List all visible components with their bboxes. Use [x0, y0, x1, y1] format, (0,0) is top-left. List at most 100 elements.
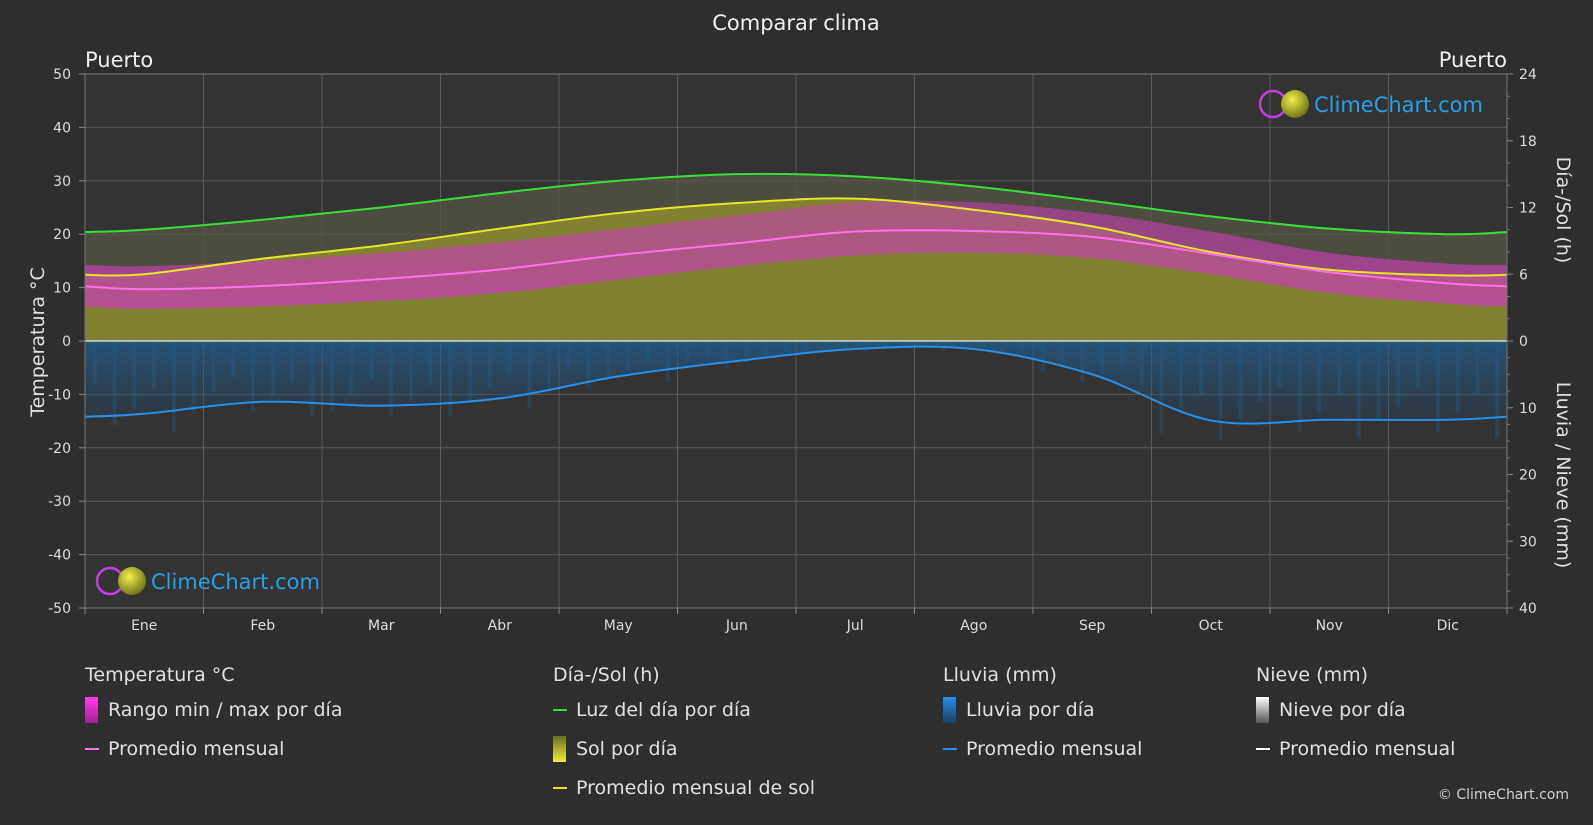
climate-chart: Comparar clima Puerto Puerto 50 40 30 20 10 0… [27, 11, 1574, 634]
rain-day-bar [1455, 341, 1460, 414]
copyright: © ClimeChart.com [1437, 787, 1569, 803]
brand-logo-bottom: ClimeChart.com [95, 566, 320, 596]
left-tick-label: -20 [48, 441, 71, 457]
rain-day-bar [784, 341, 789, 354]
month-label: Oct [1199, 618, 1224, 634]
rain-day-bar [1297, 341, 1302, 433]
rain-day-bar [191, 341, 196, 414]
legend-snow-avg: Promedio mensual [1256, 730, 1455, 768]
month-label: Nov [1316, 618, 1343, 634]
left-axis-label: Temperatura °C [27, 267, 49, 418]
right-precip-tick-label: 30 [1519, 534, 1537, 550]
brand-globe-icon [1281, 90, 1309, 118]
rain-day-bar [764, 341, 769, 358]
rain-day-bar [547, 341, 552, 394]
legend: Temperatura °C Rango min / max por día P… [0, 664, 1593, 804]
legend-snow-avg-label: Promedio mensual [1279, 738, 1456, 760]
sunshine-area [85, 198, 1507, 341]
legend-temp-avg: Promedio mensual [85, 730, 342, 768]
sunshine-swatch [553, 736, 566, 762]
rain-day-bar [724, 341, 729, 368]
rain-day-bar [290, 341, 295, 383]
month-label: Jul [846, 618, 864, 634]
left-tick-label: 40 [53, 120, 71, 136]
rain-day-bar [369, 341, 374, 380]
rain-day-bar [843, 341, 848, 348]
rain-day-bar [487, 341, 492, 390]
rain-day-bar [329, 341, 334, 411]
rain-day-bar [527, 341, 532, 408]
month-label: Feb [250, 618, 275, 634]
rain-day-bar [1119, 341, 1124, 367]
rain-day-bar [863, 341, 868, 352]
temp-range-band [85, 200, 1507, 309]
left-tick-label: 20 [53, 227, 71, 243]
left-tick-label: -50 [48, 601, 71, 617]
rain-day-bar [744, 341, 749, 363]
rain-day-bar [448, 341, 453, 417]
rain-day-bar [428, 341, 433, 386]
legend-snow-head: Nieve (mm) [1256, 664, 1368, 686]
rain-day-bar [1317, 341, 1322, 414]
rain-day-bar [1495, 341, 1500, 439]
rain-day-bar [1001, 341, 1006, 352]
left-tick-label: 50 [53, 67, 71, 83]
rain-day-bar [1060, 341, 1065, 364]
legend-temp-range-label: Rango min / max por día [108, 699, 343, 721]
legend-sunshine-avg-label: Promedio mensual de sol [576, 777, 816, 799]
rain-day-bar [211, 341, 216, 393]
rain-day-bar [1218, 341, 1223, 440]
rain-day-bar [586, 341, 591, 388]
legend-temp-head: Temperatura °C [85, 664, 235, 686]
legend-rain: Lluvia (mm) Lluvia por día Promedio mens… [943, 664, 1142, 768]
brand-text-bottom: ClimeChart.com [151, 570, 320, 594]
location-right: Puerto [1439, 48, 1507, 72]
data-marks [84, 172, 1508, 440]
rain-day-bar [132, 341, 137, 408]
rain-day-bar [1396, 341, 1401, 408]
temp-avg-swatch [85, 748, 99, 750]
rain-day-bar [961, 341, 966, 350]
brand-logo-top: ClimeChart.com [1258, 89, 1483, 119]
month-label: Sep [1079, 618, 1106, 634]
rain-day-bar [507, 341, 512, 376]
rain-day-bar [1100, 341, 1105, 375]
legend-sunshine-avg: Promedio mensual de sol [553, 769, 815, 807]
rain-day-bar [1416, 341, 1421, 389]
rain-day-bar [310, 341, 315, 417]
month-label: Ene [131, 618, 157, 634]
sunshine-avg-line [84, 197, 1508, 277]
right-precip-tick-label: 10 [1519, 401, 1537, 417]
axes: 50 40 30 20 10 0 -10 -20 -30 -40 -50 24 18 12 6 0 10 20 30… [48, 67, 1537, 634]
right-hours-tick-label: 6 [1519, 267, 1528, 283]
rain-day-bar [1159, 341, 1164, 434]
left-tick-label: -10 [48, 387, 71, 403]
right-precip-tick-label: 20 [1519, 468, 1537, 484]
legend-rain-label: Lluvia por día [966, 699, 1095, 721]
rain-day-bar [1238, 341, 1243, 421]
left-tick-label: 0 [62, 334, 71, 350]
rain-day-bar [1356, 341, 1361, 439]
rain-day-bar [408, 341, 413, 401]
chart-title: Comparar clima [712, 11, 880, 35]
left-tick-label: 30 [53, 174, 71, 190]
rain-avg-swatch [943, 748, 957, 750]
sunshine-avg-swatch [553, 787, 567, 789]
rain-day-bar [823, 341, 828, 350]
temp-range-swatch [85, 697, 98, 723]
rain-day-bar [389, 341, 394, 417]
snow-swatch [1256, 697, 1269, 723]
legend-daylight-label: Luz del día por día [576, 699, 751, 721]
rain-day-bar [1139, 341, 1144, 386]
left-tick-label: -40 [48, 548, 71, 564]
rain-day-bar [231, 341, 236, 378]
rain-day-bar [645, 341, 650, 363]
rain-avg-line [84, 345, 1508, 425]
rain-day-bar [1080, 341, 1085, 383]
month-label: Dic [1437, 618, 1459, 634]
snow-avg-swatch [1256, 748, 1270, 750]
right-hours-tick-label: 12 [1519, 201, 1537, 217]
right-hours-tick-label: 0 [1519, 334, 1528, 350]
legend-sunshine: Sol por día [553, 730, 815, 768]
legend-rain-head: Lluvia (mm) [943, 664, 1057, 686]
